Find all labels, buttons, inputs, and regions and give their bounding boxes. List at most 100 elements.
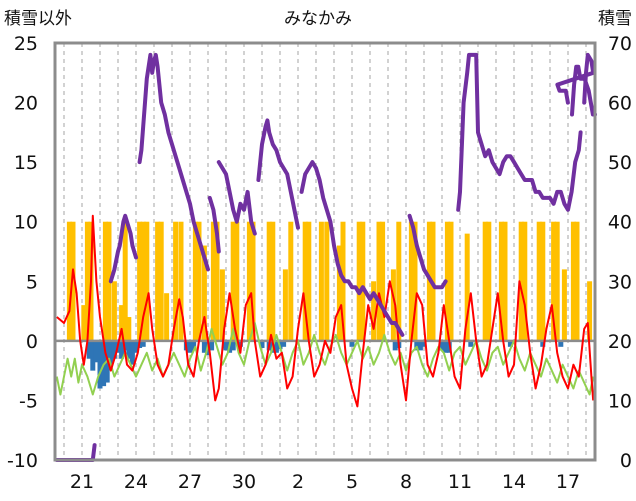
precipitation-bar bbox=[540, 340, 546, 347]
chart-title: みなかみ bbox=[284, 9, 352, 29]
snow-depth-series bbox=[54, 52, 597, 462]
sunshine-bar bbox=[126, 317, 132, 341]
snow-depth-line bbox=[256, 118, 300, 230]
precipitation-bar bbox=[201, 340, 207, 353]
right-tick-label: 60 bbox=[608, 93, 632, 115]
sunshine-bar bbox=[464, 233, 470, 341]
precipitation-bar bbox=[209, 340, 215, 351]
sunshine-bar bbox=[536, 221, 542, 341]
sunshine-bar bbox=[230, 221, 236, 341]
plot-frame bbox=[53, 41, 597, 462]
sunshine-bar bbox=[376, 221, 382, 341]
x-tick-label: 21 bbox=[70, 471, 94, 493]
precipitation-bar bbox=[281, 340, 287, 347]
sunshine-bar bbox=[196, 221, 202, 341]
sunshine-bar bbox=[214, 221, 220, 341]
sunshine-bar bbox=[482, 221, 488, 341]
sunshine-bar bbox=[390, 269, 396, 341]
precipitation-bar bbox=[273, 340, 279, 353]
snow-depth-line bbox=[108, 213, 138, 284]
sunshine-bar bbox=[84, 221, 90, 341]
sunshine-bar bbox=[561, 269, 567, 341]
x-tick-label: 8 bbox=[400, 471, 412, 493]
max-temp-series bbox=[56, 214, 595, 408]
snow-depth-line bbox=[570, 64, 597, 117]
sunshine-bar bbox=[282, 269, 288, 341]
sunshine-bar bbox=[219, 269, 225, 341]
sunshine-bar bbox=[270, 221, 276, 341]
sunshine-bar bbox=[155, 221, 161, 341]
precipitation-bar bbox=[259, 340, 265, 349]
precipitation-bar bbox=[97, 340, 103, 389]
sunshine-bar bbox=[250, 221, 256, 341]
right-tick-label: 0 bbox=[620, 450, 632, 472]
sunshine-bar bbox=[380, 221, 386, 341]
precipitation-bar bbox=[443, 340, 449, 353]
left-tick-label: 25 bbox=[14, 33, 38, 55]
sunshine-bar bbox=[137, 221, 143, 341]
sunshine-bar bbox=[158, 221, 164, 341]
x-tick-label: 24 bbox=[124, 471, 148, 493]
snow-depth-line bbox=[216, 160, 257, 236]
x-tick-label: 14 bbox=[502, 471, 526, 493]
left-y-axis-ticks: 25 20 15 10 5 0 -5 -10 bbox=[7, 33, 38, 472]
sunshine-bar bbox=[570, 221, 576, 341]
sunshine-bar bbox=[266, 221, 272, 341]
precipitation-bar bbox=[133, 340, 139, 353]
right-tick-label: 20 bbox=[608, 331, 632, 353]
sunshine-bar bbox=[360, 221, 366, 341]
left-tick-label: 0 bbox=[26, 331, 38, 353]
precipitation-bar bbox=[421, 340, 427, 347]
min-temp-series bbox=[55, 322, 595, 396]
sunshine-bar bbox=[522, 221, 528, 341]
snow-depth-line bbox=[137, 52, 210, 272]
precipitation-bar bbox=[223, 340, 229, 351]
left-tick-label: 15 bbox=[14, 152, 38, 174]
x-tick-label: 30 bbox=[232, 471, 256, 493]
left-tick-label: 10 bbox=[14, 212, 38, 234]
sunshine-bar bbox=[502, 221, 508, 341]
sunshine-bar bbox=[140, 221, 146, 341]
snow-depth-line bbox=[555, 52, 596, 105]
sunshine-bar bbox=[234, 221, 240, 341]
precipitation-bar bbox=[230, 340, 236, 351]
sunshine-bar bbox=[412, 221, 418, 341]
precipitation-bar bbox=[119, 340, 125, 359]
sunshine-bar bbox=[396, 221, 402, 341]
sunshine-bar bbox=[173, 221, 179, 341]
snow-depth-line bbox=[299, 160, 405, 337]
sunshine-bar bbox=[356, 221, 362, 341]
precipitation-bar bbox=[439, 340, 445, 351]
sunshine-bar bbox=[574, 221, 580, 341]
precipitation-bar bbox=[392, 340, 398, 351]
precipitation-bar bbox=[468, 340, 474, 347]
left-tick-label: -10 bbox=[7, 450, 38, 472]
precipitation-bar bbox=[108, 340, 114, 365]
right-tick-label: 40 bbox=[608, 212, 632, 234]
precipitation-bar bbox=[558, 340, 564, 347]
right-tick-label: 10 bbox=[608, 390, 632, 412]
sunshine-bar bbox=[210, 221, 216, 341]
snow-depth-line bbox=[456, 52, 583, 212]
precipitation-bar bbox=[93, 340, 99, 363]
sunshine-bar bbox=[111, 281, 117, 341]
x-tick-label: 11 bbox=[448, 471, 472, 493]
right-tick-label: 30 bbox=[608, 271, 632, 293]
sunshine-bar bbox=[498, 221, 504, 341]
precipitation-bar bbox=[237, 340, 243, 347]
precipitation-bar bbox=[191, 340, 197, 351]
right-y-axis-ticks: 70 60 50 40 30 20 10 0 bbox=[608, 33, 632, 472]
x-tick-label: 5 bbox=[346, 471, 358, 493]
left-tick-label: 20 bbox=[14, 93, 38, 115]
precipitation-bar bbox=[129, 340, 135, 365]
x-tick-label: 27 bbox=[178, 471, 202, 493]
sunshine-bar bbox=[318, 221, 324, 341]
precipitation-bar bbox=[414, 340, 420, 351]
sunshine-bar bbox=[201, 245, 207, 341]
sunshine-bar bbox=[587, 281, 593, 341]
max-temp-line bbox=[56, 214, 595, 408]
snow-depth-line bbox=[407, 213, 448, 290]
left-tick-label: -5 bbox=[19, 390, 38, 412]
sunshine-bar bbox=[448, 221, 454, 341]
x-tick-label: 17 bbox=[556, 471, 580, 493]
